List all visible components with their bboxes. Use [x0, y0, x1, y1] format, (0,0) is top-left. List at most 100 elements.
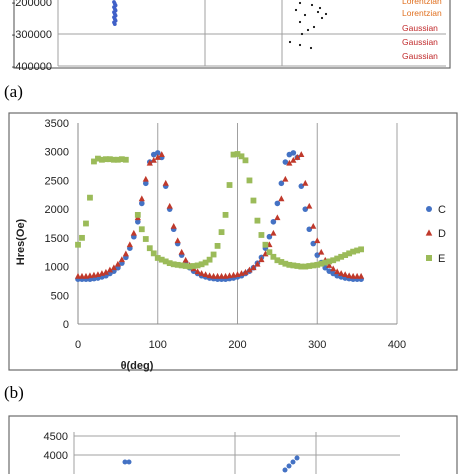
top-black-point	[310, 3, 314, 7]
point-D	[286, 159, 293, 166]
point-E	[278, 259, 285, 265]
panel-label-a: (a)	[4, 82, 23, 101]
point-E	[214, 242, 221, 249]
point-D	[346, 272, 353, 279]
point-D	[202, 271, 209, 278]
point-D	[338, 270, 345, 276]
point-D	[290, 156, 297, 163]
point-E	[342, 252, 349, 258]
point-E	[330, 257, 337, 264]
point-E	[190, 263, 197, 269]
point-E	[250, 197, 257, 204]
x-axis-title: θ(deg)	[121, 360, 154, 372]
y-tick-label: 1000	[45, 262, 69, 274]
bottom-point	[286, 463, 292, 469]
bottom-point	[126, 459, 132, 465]
point-E	[114, 156, 121, 163]
point-E	[306, 263, 313, 269]
top-black-point	[312, 25, 316, 29]
top-chart-fragment: -200000 -300000 -400000 LorentzianLorent…	[12, 0, 451, 73]
point-C	[278, 180, 285, 187]
point-D	[210, 272, 217, 279]
point-D	[150, 156, 157, 163]
legend-label: D	[438, 228, 446, 240]
top-black-point	[306, 28, 310, 32]
point-D	[274, 214, 281, 221]
point-E	[170, 261, 177, 268]
point-D	[270, 229, 277, 236]
point-D	[326, 262, 333, 268]
top-legend-label: Gaussian	[402, 37, 438, 47]
point-D	[130, 229, 137, 236]
point-D	[146, 159, 153, 166]
legend-entry-D: D	[425, 228, 446, 240]
top-legend-label: Lorentzian	[402, 0, 442, 6]
top-black-point	[294, 8, 298, 12]
point-E	[282, 260, 289, 267]
point-D	[182, 256, 189, 263]
point-E	[270, 253, 277, 260]
point-E	[210, 251, 217, 258]
point-E	[314, 261, 321, 268]
point-D	[246, 266, 253, 273]
point-D	[106, 266, 113, 273]
point-D	[282, 175, 289, 182]
point-E	[99, 156, 105, 163]
point-D	[242, 268, 249, 275]
top-black-point	[324, 12, 328, 16]
bottom-chart-fragment: 4500 4000	[8, 415, 458, 474]
top-blue-point	[112, 22, 117, 26]
point-C	[270, 218, 277, 225]
bottom-y-tick: 4000	[44, 450, 68, 462]
y-tick-label: 2500	[45, 175, 69, 187]
point-E	[246, 177, 253, 184]
point-D	[78, 272, 86, 279]
point-D	[174, 237, 181, 244]
top-y-tick: -300000	[12, 29, 52, 41]
point-D	[254, 260, 261, 267]
point-D	[334, 268, 341, 275]
point-C	[139, 200, 145, 207]
point-D	[250, 264, 257, 271]
point-D	[138, 195, 145, 202]
x-tick-label: 400	[388, 339, 406, 351]
bottom-point	[282, 467, 288, 473]
x-tick-label: 100	[149, 339, 167, 351]
point-E	[83, 220, 89, 227]
point-E	[186, 263, 193, 270]
point-D	[302, 179, 309, 186]
point-D	[198, 270, 205, 276]
top-black-point	[309, 46, 313, 50]
point-E	[230, 151, 237, 158]
point-E	[346, 250, 353, 257]
point-E	[103, 156, 109, 163]
point-D	[178, 248, 185, 255]
point-E	[138, 226, 145, 233]
point-E	[334, 255, 341, 262]
point-D	[358, 272, 365, 279]
point-E	[322, 259, 329, 266]
grid	[157, 123, 398, 324]
main-chart-frame	[8, 112, 458, 371]
point-E	[254, 217, 261, 224]
bottom-point	[290, 459, 296, 465]
point-E	[286, 261, 293, 268]
point-E	[226, 182, 233, 188]
legend-marker	[425, 229, 433, 236]
point-E	[158, 256, 165, 263]
series-E	[75, 151, 365, 270]
point-E	[302, 263, 309, 270]
y-tick-label: 500	[51, 290, 69, 302]
point-E	[262, 241, 269, 248]
point-D	[218, 272, 225, 279]
top-legend-label: Lorentzian	[402, 8, 442, 18]
legend-marker	[426, 206, 432, 212]
point-E	[206, 256, 213, 263]
top-black-point	[316, 10, 320, 14]
point-D	[350, 272, 357, 279]
point-E	[118, 156, 125, 163]
legend-label: E	[438, 253, 445, 265]
y-tick-label: 3000	[45, 147, 69, 159]
point-E	[310, 262, 317, 269]
